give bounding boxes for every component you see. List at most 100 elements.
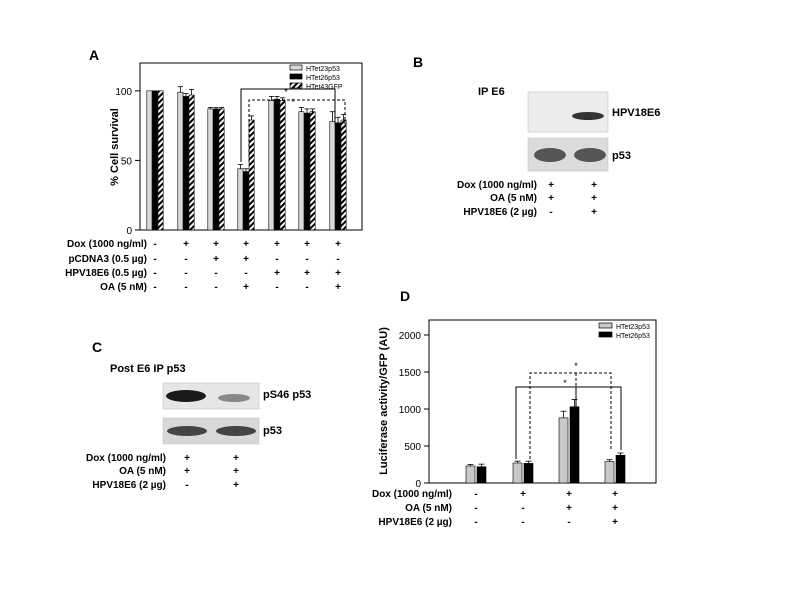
treatment-sign: + [612,489,618,500]
legend-label-htet26p53: HTet26p53 [306,75,340,82]
treatment-sign: - [153,268,156,279]
treatment-sign: - [184,282,187,293]
legend-swatch-htet23p53 [598,322,613,329]
panel-d-letter: D [400,288,410,304]
treatment-sign: + [566,489,572,500]
legend-swatch-htet26p53 [289,73,303,80]
y-tick-label: 1500 [399,368,422,379]
treatment-sign: - [549,207,552,218]
blot-strip [527,91,609,133]
treatment-sign: + [183,239,189,250]
bar [237,168,244,231]
panel-c-treatment-table: Dox (1000 ng/ml) + + OA (5 nM) + + HPV18E6 (2 … [86,453,239,491]
treatment-sign: + [184,466,190,477]
panel-d-bracket-dashed [529,372,612,459]
treatment-sign: - [521,517,524,528]
treatment-row-label: pCDNA3 (0.5 µg) [68,254,147,265]
panel-b-band-label-1: HPV18E6 [612,107,660,119]
legend-swatch-htet23p53 [289,64,303,71]
treatment-sign: - [275,282,278,293]
treatment-sign: + [591,193,597,204]
panel-a-letter: A [89,47,99,63]
panel-d-ylabel: Luciferase activity/GFP (AU) [378,327,390,475]
treatment-sign: + [548,180,554,191]
panel-b-blot-hpv18e6 [527,91,609,133]
panel-a-significance-brackets: * * [240,87,346,162]
bar [213,108,219,231]
panel-b-blot-p53 [527,137,609,172]
treatment-sign: + [233,453,239,464]
treatment-sign: + [304,239,310,250]
treatment-sign: + [612,503,618,514]
panel-d-legend: HTet23p53 HTet26p53 [598,322,650,340]
blot-band [216,426,256,436]
bar [465,465,476,484]
treatment-sign: + [304,268,310,279]
panel-a-star-2: * [291,97,295,107]
y-tick-label: 0 [126,226,132,237]
bar [523,463,534,484]
legend-swatch-htet26p53 [598,331,613,338]
treatment-sign: + [591,207,597,218]
treatment-sign: - [153,239,156,250]
treatment-sign: - [184,254,187,265]
y-tick-label: 500 [404,442,421,453]
panel-d-star-1: * [563,378,567,388]
blot-band [574,148,606,162]
bar [146,90,153,231]
bar [207,108,214,231]
treatment-row-label: OA (5 nM) [100,282,147,293]
treatment-sign: + [213,239,219,250]
treatment-sign: + [184,453,190,464]
bar [340,119,347,231]
y-tick-label: 0 [415,479,421,490]
bar [218,108,225,231]
treatment-sign: - [521,503,524,514]
panel-d-bracket-solid [515,386,622,459]
panel-d-treatment-table: Dox (1000 ng/ml) - + + + OA (5 nM) - - + + HPV18E6… [372,489,618,528]
bar [279,100,286,231]
treatment-sign: + [233,480,239,491]
bar [177,91,184,231]
panel-b-treatment-table: Dox (1000 ng/ml) + + OA (5 nM) + + HPV18E6 (2 … [457,180,597,218]
treatment-sign: - [153,254,156,265]
treatment-sign: - [275,254,278,265]
panel-c-band-label-2: p53 [263,425,282,437]
panel-a-legend: HTet23p53 HTet26p53 HTet43GFP [289,64,343,91]
blot-band [166,390,206,402]
legend-label-htet23p53: HTet23p53 [616,324,650,331]
panel-a-bracket-solid [240,88,336,162]
panel-a: A % Cell survival 0 50 100 * * HTet23p53 H… [65,47,363,293]
treatment-row-label: OA (5 nM) [119,466,166,477]
treatment-sign: + [243,239,249,250]
treatment-sign: - [336,254,339,265]
treatment-sign: + [335,282,341,293]
treatment-sign: + [274,268,280,279]
panel-d-star-2: * [574,361,578,371]
bar [604,461,615,484]
treatment-sign: - [184,268,187,279]
panel-b: B IP E6 HPV18E6 p53 Dox (1000 ng/ml) + + OA… [413,54,660,218]
bar [335,122,341,231]
y-tick-label: 1000 [399,405,422,416]
treatment-sign: - [305,254,308,265]
treatment-sign: + [233,466,239,477]
treatment-sign: - [474,489,477,500]
panel-c: C Post E6 IP p53 pS46 p53 p53 Dox (1000 … [86,339,311,491]
bar [157,90,164,231]
blot-band [218,394,250,402]
bar [243,171,249,231]
treatment-sign: - [214,282,217,293]
treatment-sign: + [335,268,341,279]
panel-c-blot-ps46 [162,382,260,410]
bar [329,121,336,231]
blot-band [572,112,604,120]
treatment-sign: - [567,517,570,528]
panel-a-ylabel: % Cell survival [109,108,121,186]
panel-a-bracket-dashed [248,99,346,162]
blot-band [167,426,207,436]
treatment-sign: + [274,239,280,250]
y-tick-label: 50 [121,156,133,167]
treatment-row-label: Dox (1000 ng/ml) [372,489,452,500]
treatment-sign: - [244,268,247,279]
